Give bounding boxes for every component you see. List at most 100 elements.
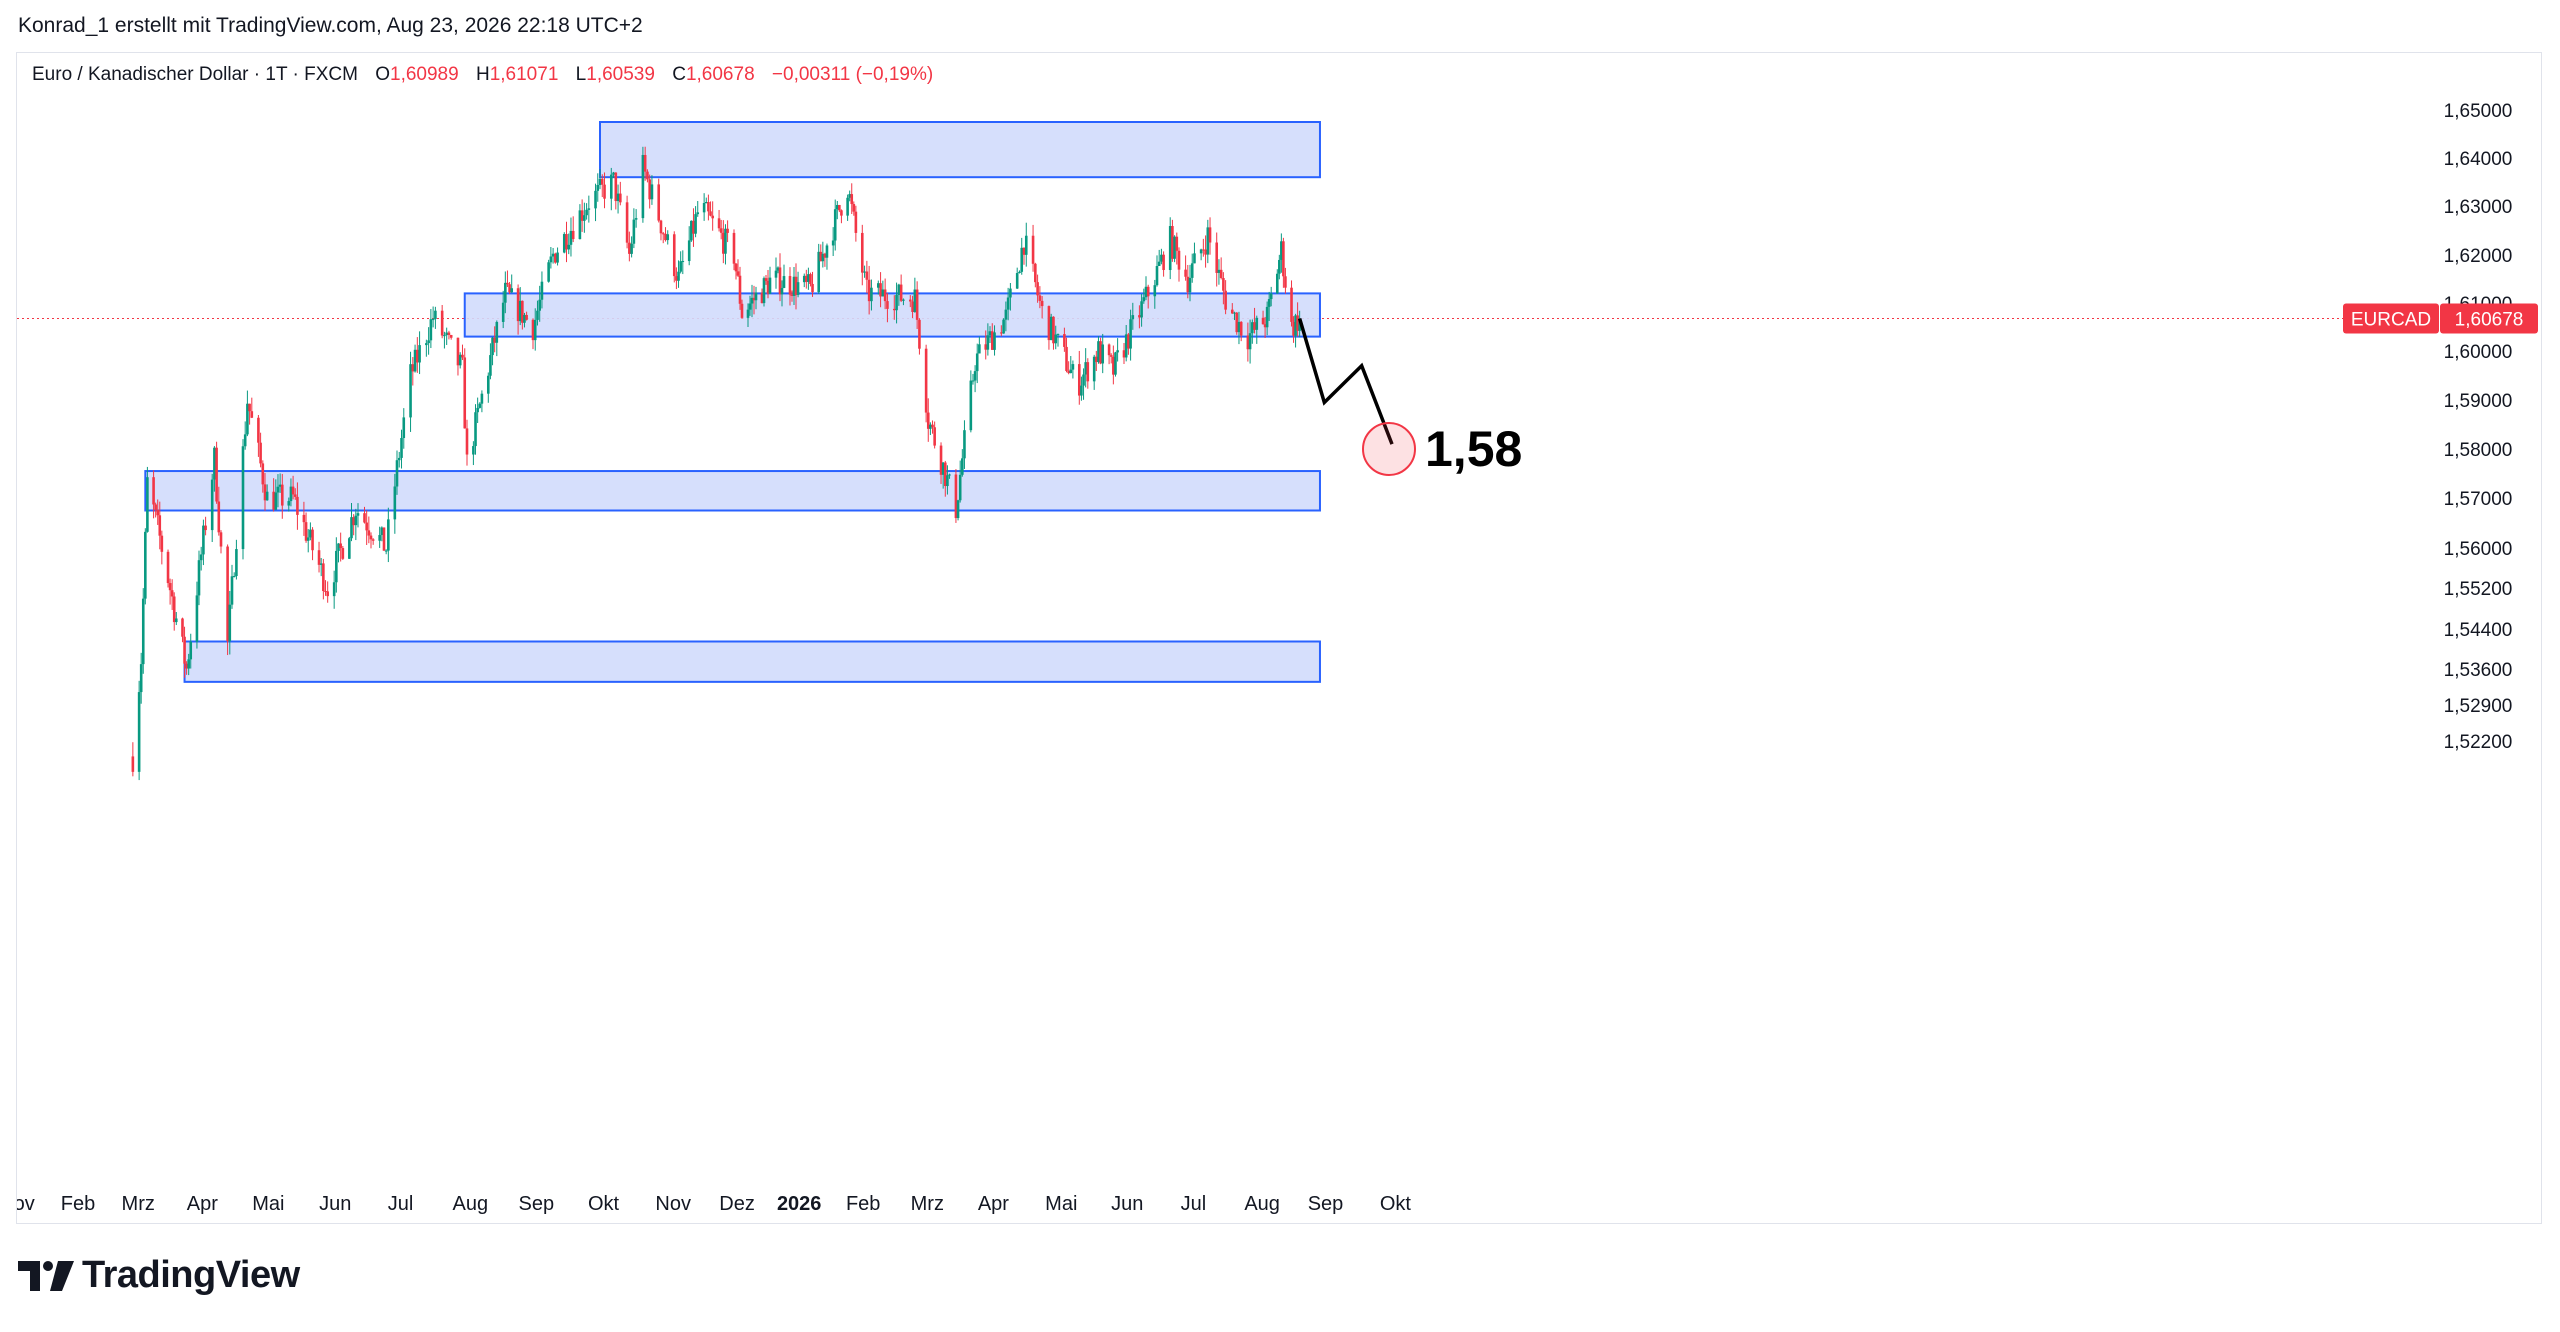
- tradingview-logo-text: TradingView: [82, 1254, 300, 1296]
- candle: [434, 306, 437, 329]
- candle: [274, 479, 278, 511]
- candle: [738, 266, 742, 310]
- candle-body: [933, 427, 936, 446]
- candle: [677, 260, 680, 288]
- candle-body: [516, 288, 520, 322]
- candle: [1190, 253, 1194, 283]
- candle-body: [204, 525, 207, 531]
- x-axis-tick-label: Mai: [1045, 1193, 1077, 1215]
- candle-body: [348, 538, 351, 559]
- candle: [863, 265, 866, 278]
- candle-body: [1067, 370, 1070, 374]
- candle-body: [1086, 362, 1090, 382]
- candle-body: [518, 300, 522, 322]
- candle-body: [402, 417, 406, 439]
- candle-body: [1052, 316, 1055, 344]
- candle-body: [819, 251, 823, 262]
- candle-body: [1296, 315, 1299, 331]
- high-label: H: [475, 64, 490, 85]
- candle-body: [1065, 346, 1068, 371]
- candle-body: [1265, 306, 1269, 328]
- candle: [886, 293, 889, 323]
- candle-body: [296, 496, 299, 515]
- candle-body: [317, 550, 321, 565]
- candle: [204, 516, 207, 536]
- candle: [1006, 287, 1010, 321]
- y-axis-tick-label: 1,62000: [2444, 246, 2513, 267]
- candle: [306, 529, 310, 553]
- candle: [1140, 293, 1143, 327]
- candle: [409, 351, 412, 432]
- candle-body: [719, 228, 723, 233]
- candle: [465, 419, 469, 466]
- candle-body: [562, 234, 566, 253]
- candle-body: [213, 447, 216, 480]
- candle-body: [661, 233, 665, 235]
- candle-body: [913, 289, 917, 313]
- candle: [1101, 333, 1105, 374]
- candle: [506, 270, 509, 287]
- candle-body: [248, 403, 251, 412]
- candle: [547, 259, 550, 283]
- candle-body: [694, 214, 697, 234]
- candle-body: [411, 364, 415, 372]
- tradingview-logo[interactable]: TradingView: [18, 1254, 300, 1297]
- candle-body: [805, 275, 808, 282]
- candle-body: [984, 344, 988, 350]
- support-resistance-zone-2[interactable]: [463, 292, 1321, 338]
- candle: [1155, 255, 1159, 287]
- candle-body: [565, 234, 568, 250]
- candle-body: [434, 310, 437, 320]
- candle-body: [1230, 309, 1234, 314]
- candle: [630, 236, 633, 258]
- candle: [1084, 348, 1087, 388]
- candle: [1052, 316, 1055, 350]
- candle: [1217, 259, 1221, 285]
- candle: [643, 146, 647, 181]
- candle-body: [571, 230, 575, 240]
- candle: [1031, 224, 1035, 272]
- candle-body: [939, 445, 943, 475]
- candle: [265, 484, 269, 501]
- support-resistance-zone-4[interactable]: [183, 640, 1321, 683]
- candle-body: [1219, 269, 1223, 279]
- candle: [1222, 272, 1225, 305]
- candle: [458, 352, 462, 369]
- price-chart[interactable]: 1,58 1,650001,640001,630001,620001,61000…: [17, 53, 2543, 1225]
- candle-body: [899, 284, 903, 301]
- candle: [726, 220, 729, 243]
- support-resistance-zone-3[interactable]: [144, 470, 1321, 512]
- support-resistance-zone-1[interactable]: [599, 121, 1321, 179]
- projection-path[interactable]: [1297, 317, 1394, 445]
- candle-body: [287, 501, 291, 506]
- candle-body: [504, 282, 507, 303]
- candle-body: [675, 276, 678, 281]
- candle-body: [1155, 265, 1159, 286]
- candle-body: [746, 309, 750, 318]
- candle: [675, 267, 678, 290]
- symbol-name[interactable]: Euro / Kanadischer Dollar · 1T · FXCM: [32, 64, 358, 85]
- candle: [1284, 267, 1287, 294]
- candle: [661, 231, 665, 244]
- candle: [1206, 219, 1210, 264]
- candle: [1122, 343, 1126, 365]
- candle: [141, 588, 145, 674]
- candle: [811, 271, 814, 297]
- candle-body: [792, 276, 796, 296]
- candle-body: [990, 331, 994, 350]
- candle: [1138, 305, 1141, 329]
- candle: [367, 516, 371, 544]
- target-circle[interactable]: [1362, 422, 1416, 476]
- candle: [993, 325, 996, 356]
- candle: [1251, 319, 1254, 344]
- candle-body: [1092, 356, 1096, 382]
- candle: [902, 298, 905, 306]
- candle: [1233, 311, 1236, 321]
- candle-body: [736, 271, 740, 276]
- candle: [384, 549, 388, 555]
- candle: [948, 473, 951, 479]
- candle: [915, 281, 919, 329]
- candle-body: [1082, 374, 1085, 386]
- chart-pane[interactable]: 1,58 1,650001,640001,630001,620001,61000…: [16, 52, 2542, 1224]
- candle: [369, 532, 373, 549]
